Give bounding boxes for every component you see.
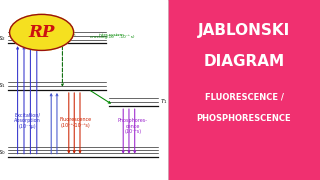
Text: crossing(10⁻¹¹-10⁻⁸ s): crossing(10⁻¹¹-10⁻⁸ s) xyxy=(90,34,134,39)
Text: $S_1$: $S_1$ xyxy=(0,81,6,90)
Text: (10⁻¹¹-10⁻¹²s): (10⁻¹¹-10⁻¹²s) xyxy=(42,35,70,39)
Text: $S_2$: $S_2$ xyxy=(0,34,6,43)
Text: FLUORESCENCE /: FLUORESCENCE / xyxy=(204,93,284,102)
Text: $T_1$: $T_1$ xyxy=(160,97,168,106)
Text: $S_0$: $S_0$ xyxy=(0,148,6,157)
Text: Phosphores-
cence
(10⁻³s): Phosphores- cence (10⁻³s) xyxy=(118,118,148,134)
Text: PHOSPHORESCENCE: PHOSPHORESCENCE xyxy=(197,114,291,123)
Text: DIAGRAM: DIAGRAM xyxy=(204,54,284,69)
Text: Fluorescence
(10⁻⁸-10⁻⁶s): Fluorescence (10⁻⁸-10⁻⁶s) xyxy=(59,117,91,128)
Text: inter-system: inter-system xyxy=(99,33,125,37)
Circle shape xyxy=(10,14,74,50)
Bar xyxy=(168,0,320,180)
Text: internal conversion: internal conversion xyxy=(36,33,76,37)
Bar xyxy=(0,0,168,180)
Text: vibrational relaxation(~10⁻¹²s): vibrational relaxation(~10⁻¹²s) xyxy=(10,28,73,32)
Text: RP: RP xyxy=(28,24,55,41)
Text: JABLONSKI: JABLONSKI xyxy=(198,23,290,38)
Text: Excitation/
Absorption
(10⁻¹µ): Excitation/ Absorption (10⁻¹µ) xyxy=(14,112,41,129)
